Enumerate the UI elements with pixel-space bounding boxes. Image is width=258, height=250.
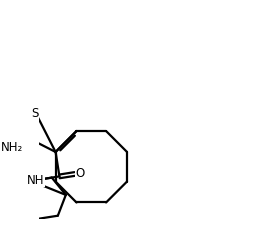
Text: NH₂: NH₂ [1,141,23,154]
Text: S: S [31,107,38,120]
Text: NH: NH [27,174,45,186]
Text: O: O [76,166,85,179]
